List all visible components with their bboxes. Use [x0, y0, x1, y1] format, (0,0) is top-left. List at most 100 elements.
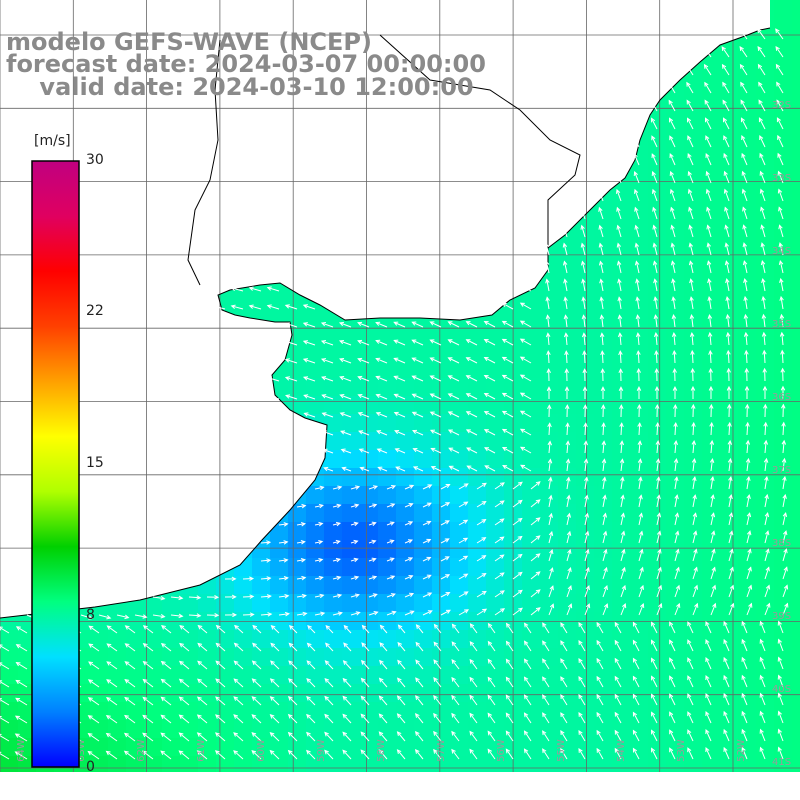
wind-cell [720, 720, 739, 739]
wind-arrow [740, 81, 748, 94]
wind-cell [270, 576, 289, 595]
wind-arrow [601, 458, 607, 472]
wind-arrow [560, 658, 568, 670]
wind-arrow [669, 621, 676, 634]
wind-cell [198, 738, 217, 757]
wind-arrow [116, 614, 130, 620]
wind-cell [468, 630, 487, 649]
wind-cell [738, 666, 757, 685]
wind-arrow [692, 548, 698, 562]
wind-cell [666, 702, 685, 721]
wind-cell [540, 432, 559, 451]
wind-cell [324, 504, 343, 523]
wind-arrow [581, 296, 586, 310]
wind-arrow [602, 494, 607, 508]
wind-cell [576, 324, 595, 343]
wind-cell [774, 738, 793, 757]
wind-cell [738, 504, 757, 523]
wind-cell [684, 108, 703, 127]
wind-arrow [744, 349, 749, 364]
wind-arrow [601, 422, 606, 436]
wind-arrow [422, 610, 433, 616]
wind-arrow [378, 731, 388, 742]
wind-cell [108, 648, 127, 667]
wind-arrow [233, 750, 244, 760]
wind-arrow [350, 611, 361, 616]
wind-cell [288, 396, 307, 415]
wind-arrow [375, 393, 388, 400]
wind-arrow [674, 512, 680, 526]
wind-cell [684, 144, 703, 163]
wind-arrow [105, 714, 118, 724]
wind-cell [720, 594, 739, 613]
wind-arrow [723, 710, 730, 724]
wind-arrow [743, 313, 749, 328]
wind-arrow [724, 242, 730, 256]
wind-arrow [742, 224, 748, 238]
wind-cell [756, 144, 775, 163]
wind-arrow [581, 332, 587, 346]
wind-cell [756, 198, 775, 217]
wind-arrow [651, 675, 658, 688]
wind-arrow [599, 314, 605, 328]
wind-arrow [501, 338, 514, 346]
wind-arrow [653, 314, 659, 328]
wind-cell [288, 504, 307, 523]
wind-arrow [339, 394, 352, 400]
wind-cell [450, 720, 469, 739]
wind-arrow [671, 278, 676, 292]
wind-cell [594, 324, 613, 343]
wind-arrow [690, 385, 696, 400]
wind-cell [756, 288, 775, 307]
wind-arrow [361, 642, 370, 652]
wind-arrow [386, 521, 395, 526]
wind-arrow [707, 313, 713, 328]
wind-arrow [724, 260, 730, 274]
wind-cell [288, 720, 307, 739]
wind-cell [342, 594, 361, 613]
wind-arrow [360, 713, 370, 724]
wind-arrow [578, 657, 586, 670]
wind-cell [486, 594, 505, 613]
wind-arrow [469, 730, 478, 742]
wind-arrow [320, 340, 334, 346]
wind-arrow [260, 540, 272, 545]
wind-cell [486, 468, 505, 487]
wind-cell [630, 468, 649, 487]
wind-arrow [710, 476, 715, 490]
wind-arrow [758, 117, 766, 130]
wind-arrow [596, 711, 604, 724]
wind-arrow [686, 81, 694, 94]
wind-cell [360, 522, 379, 541]
wind-arrow [233, 732, 244, 742]
wind-cell [576, 216, 595, 235]
wind-cell [126, 684, 145, 703]
wind-arrow [465, 321, 478, 328]
wind-arrow [705, 657, 712, 670]
wind-cell [468, 414, 487, 433]
wind-arrow [600, 350, 605, 364]
wind-arrow [746, 493, 751, 508]
wind-arrow [458, 483, 469, 490]
wind-arrow [386, 539, 395, 544]
wind-arrow [448, 465, 460, 472]
wind-arrow [614, 639, 622, 652]
wind-cell [576, 342, 595, 361]
wind-cell [684, 432, 703, 451]
wind-arrow [760, 224, 766, 238]
wind-arrow [269, 731, 280, 742]
wind-cell [666, 432, 685, 451]
wind-cell [558, 558, 577, 577]
wind-cell [702, 684, 721, 703]
wind-arrow [287, 713, 298, 724]
wind-arrow [350, 557, 359, 563]
wind-cell [252, 288, 271, 307]
wind-cell [216, 648, 235, 667]
wind-arrow [314, 521, 324, 527]
wind-cell [630, 270, 649, 289]
wind-arrow [746, 530, 752, 544]
wind-cell [522, 288, 541, 307]
wind-arrow [411, 321, 424, 328]
wind-cell [702, 342, 721, 361]
wind-arrow [296, 540, 306, 545]
